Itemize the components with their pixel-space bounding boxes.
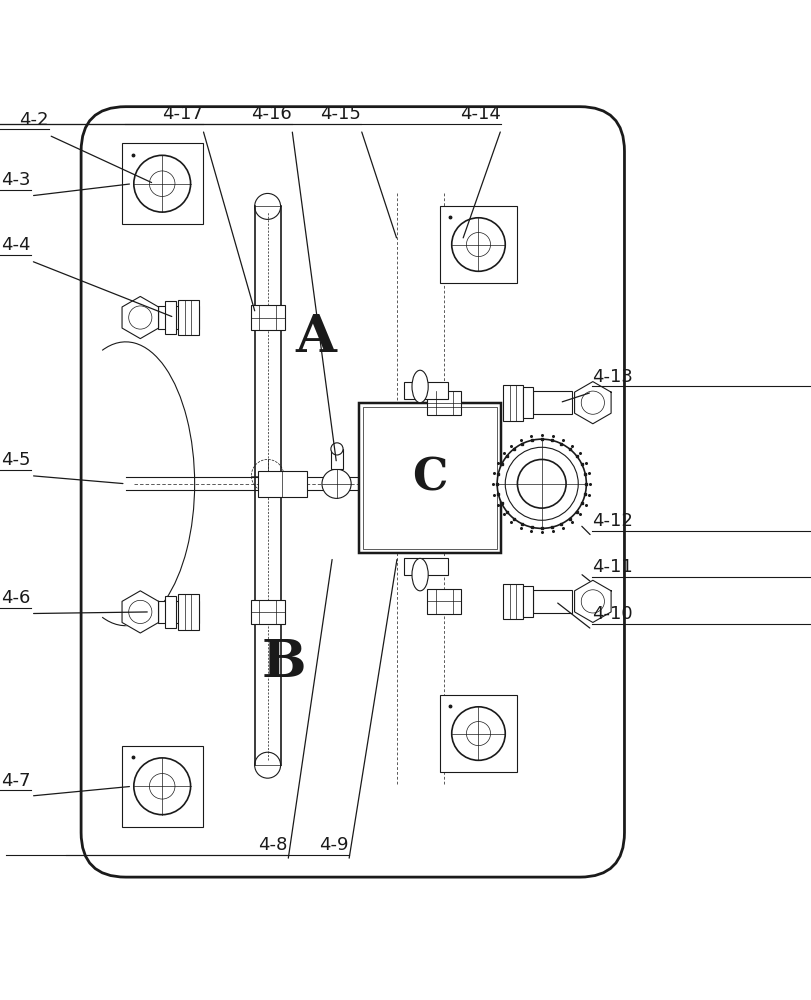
Polygon shape — [122, 296, 159, 339]
Bar — [363, 407, 497, 549]
Polygon shape — [122, 591, 159, 633]
Bar — [523, 586, 533, 617]
Text: 4-13: 4-13 — [592, 368, 633, 386]
Bar — [178, 594, 199, 630]
Text: 4-3: 4-3 — [2, 171, 31, 189]
Bar — [158, 601, 199, 623]
Ellipse shape — [412, 370, 428, 403]
Bar — [533, 391, 572, 414]
Text: 4-4: 4-4 — [2, 236, 31, 254]
Text: 4-7: 4-7 — [2, 772, 31, 790]
Bar — [503, 584, 523, 619]
Text: 4-10: 4-10 — [592, 605, 633, 623]
Bar — [533, 590, 572, 613]
Bar — [178, 300, 199, 335]
Bar — [523, 387, 533, 418]
Circle shape — [497, 439, 586, 528]
Circle shape — [129, 306, 152, 329]
Text: 4-11: 4-11 — [592, 558, 633, 576]
Bar — [158, 306, 199, 329]
Text: 4-9: 4-9 — [320, 836, 349, 854]
Text: C: C — [412, 457, 448, 500]
Text: 4-16: 4-16 — [251, 105, 292, 123]
Polygon shape — [574, 580, 611, 622]
Bar — [404, 382, 448, 399]
Bar — [122, 143, 203, 224]
Bar — [251, 600, 285, 624]
Bar — [503, 385, 523, 421]
Text: 4-15: 4-15 — [320, 105, 361, 123]
Circle shape — [322, 469, 351, 498]
Text: B: B — [262, 637, 306, 688]
Bar — [165, 596, 176, 628]
Circle shape — [581, 590, 604, 613]
Text: 4-6: 4-6 — [2, 589, 31, 607]
Bar — [258, 471, 307, 497]
Polygon shape — [574, 382, 611, 424]
Bar — [427, 391, 461, 415]
Bar — [359, 403, 501, 553]
Text: 4-17: 4-17 — [162, 105, 203, 123]
Text: 4-14: 4-14 — [461, 105, 501, 123]
Ellipse shape — [412, 558, 428, 591]
Circle shape — [129, 600, 152, 624]
Bar — [404, 558, 448, 575]
Text: 4-2: 4-2 — [19, 111, 49, 129]
Text: 4-8: 4-8 — [259, 836, 288, 854]
Circle shape — [581, 391, 604, 414]
Bar — [440, 695, 517, 772]
Circle shape — [331, 443, 343, 455]
Bar — [122, 746, 203, 827]
Bar — [331, 449, 343, 469]
Bar — [165, 301, 176, 334]
Bar — [440, 206, 517, 283]
Bar — [251, 305, 285, 330]
Text: A: A — [296, 312, 337, 363]
Text: 4-12: 4-12 — [592, 512, 633, 530]
Bar — [427, 589, 461, 614]
Text: 4-5: 4-5 — [2, 451, 31, 469]
